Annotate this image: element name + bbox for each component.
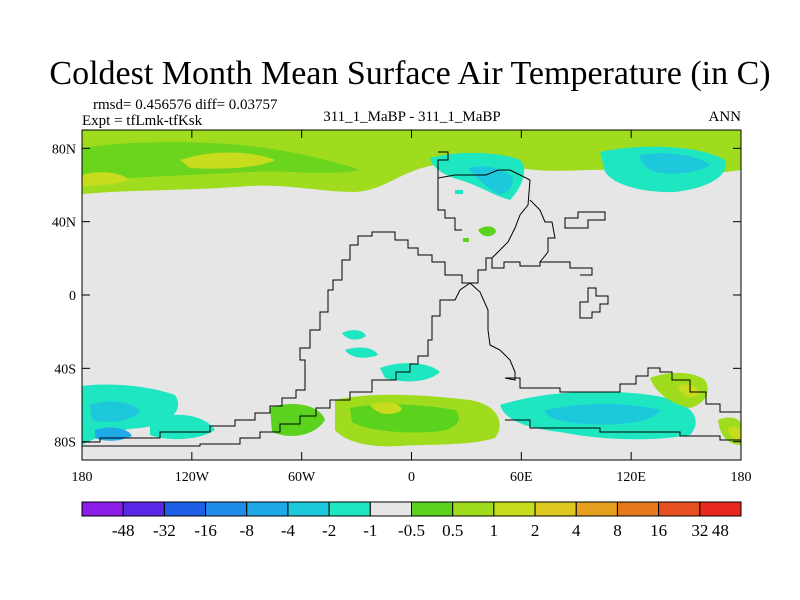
colorbar-swatch (411, 501, 454, 517)
colorbar-label: 16 (650, 521, 667, 540)
arctic-yellow-patch (180, 152, 275, 169)
colorbar-swatch (163, 501, 207, 517)
east-antarctic-warm-patch (650, 372, 708, 408)
africa-cool-speck (342, 330, 366, 340)
colorbar-label: -32 (153, 521, 176, 540)
colorbar-swatch (287, 501, 330, 517)
colorbar-label: -48 (112, 521, 135, 540)
colorbar-swatch (658, 501, 701, 517)
colorbar-swatch (493, 501, 536, 517)
x-tick-label: 60W (288, 470, 316, 485)
colorbar-swatch (616, 501, 660, 517)
central-asia-warm-speck (478, 226, 496, 237)
axes: 180 120W 60W 0 60E 120E 180 80N 40N 0 40S 80S (52, 130, 752, 485)
colorbar-swatch (369, 501, 412, 517)
colorbar-label: 48 (712, 521, 729, 540)
expt-line: Expt = tfLmk-tfKsk (82, 113, 203, 129)
y-tick-label: 40S (54, 362, 76, 377)
east-asia-cold-core (640, 153, 710, 174)
x-tick-label: 0 (408, 470, 415, 485)
chart-title: Coldest Month Mean Surface Air Temperatu… (49, 55, 770, 92)
colorbar-label: 4 (572, 521, 581, 540)
americas-coastline (82, 231, 470, 443)
west-antarctic-cool-patch (150, 414, 215, 440)
indonesia-coastline (579, 287, 609, 319)
colorbar: -48 -32 -16 -8 -4 -2 -1 -0.5 0.5 1 2 4 8 16 32 48 (81, 501, 742, 540)
colorbar-label: -0.5 (398, 521, 425, 540)
colorbar-label: -16 (194, 521, 217, 540)
coastlines (82, 151, 741, 447)
antarctica-inner-coastline (505, 419, 741, 441)
colorbar-label: 32 (691, 521, 708, 540)
colorbar-label: 1 (490, 521, 499, 540)
y-tick-label: 40N (52, 216, 76, 231)
y-tick-label: 80S (54, 436, 76, 451)
y-tick-label: 80N (52, 142, 76, 157)
x-tick-label: 120E (616, 470, 646, 485)
asia-east-coastline (437, 169, 531, 259)
colorbar-label: 8 (613, 521, 622, 540)
colorbar-swatch (122, 501, 165, 517)
colorbar-swatch (205, 501, 248, 517)
siberia-cold-core (468, 166, 513, 194)
center-label: 311_1_MaBP - 311_1_MaBP (323, 109, 501, 125)
colorbar-swatch (81, 501, 124, 517)
season-label: ANN (709, 109, 742, 125)
colorbar-label: -4 (281, 521, 296, 540)
colorbar-swatch (699, 501, 742, 517)
south-pacific-colder-core (95, 427, 132, 441)
arctic-yellow-patch-west (82, 172, 130, 186)
colorbar-swatch (328, 501, 371, 517)
atlantic-sector-green-core (350, 404, 459, 433)
americas-coastline-return (82, 282, 471, 447)
africa-coastline (469, 282, 516, 381)
x-tick-label: 60E (510, 470, 533, 485)
eurasia-coastline (470, 257, 593, 284)
y-tick-label: 0 (69, 289, 76, 304)
japan-coastline (564, 211, 606, 229)
colorbar-swatch (452, 501, 495, 517)
x-tick-label: 180 (731, 470, 752, 485)
x-tick-label: 180 (72, 470, 93, 485)
north-coastline (437, 151, 449, 178)
colorbar-label: 0.5 (442, 521, 463, 540)
speck-2 (463, 238, 469, 242)
south-pacific-cold-core (90, 401, 140, 422)
colorbar-swatch (246, 501, 289, 517)
colorbar-swatch (534, 501, 577, 517)
antarctica-coastline (505, 367, 741, 413)
colorbar-label: -1 (363, 521, 377, 540)
speck-1 (455, 190, 463, 194)
south-america-cool-patch (345, 347, 378, 358)
colorbar-label: -2 (322, 521, 336, 540)
ross-sea-yellow-core (728, 426, 741, 440)
stats-line: rmsd= 0.456576 diff= 0.03757 (93, 97, 278, 113)
x-tick-label: 120W (175, 470, 210, 485)
colorbar-swatch (575, 501, 618, 517)
indian-sector-cold-core (545, 404, 660, 425)
colorbar-label: 2 (531, 521, 540, 540)
east-asia-coastline (529, 199, 556, 263)
map-panel (82, 130, 741, 460)
atlantic-sector-yellow-patch (370, 402, 402, 415)
east-antarctic-yellow-core (678, 384, 700, 398)
amundsen-warm-patch (270, 404, 325, 436)
colorbar-label: -8 (240, 521, 254, 540)
